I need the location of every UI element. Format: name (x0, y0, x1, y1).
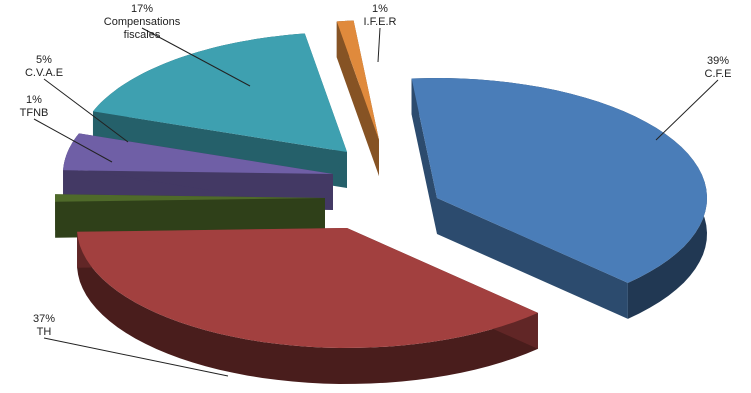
leader-line (33, 118, 113, 163)
pie-slice-cfe (411, 78, 707, 319)
slice-label: 1% TFNB (20, 94, 49, 119)
leader-line (43, 337, 229, 377)
leader-line (43, 78, 129, 143)
leader-line (377, 27, 381, 63)
pie-labels: 39% C.F.E 37% TH 1% TFNB 5% C.V.A.E 17% Compensat… (20, 3, 732, 377)
pie-slice-ifer (336, 20, 379, 177)
leader-line (141, 27, 251, 87)
slice-label: 39% C.F.E (705, 55, 732, 80)
slice-label: 37% TH (33, 313, 55, 338)
leader-line (655, 79, 719, 141)
slice-label: 1% I.F.E.R (363, 3, 396, 28)
pie-slice-th (77, 228, 538, 384)
slice-label: 5% C.V.A.E (25, 54, 63, 79)
pie-slice-tfnb (55, 194, 325, 238)
pie-slices (55, 20, 707, 384)
slice-label: 17% Compensations fiscales (104, 3, 181, 41)
